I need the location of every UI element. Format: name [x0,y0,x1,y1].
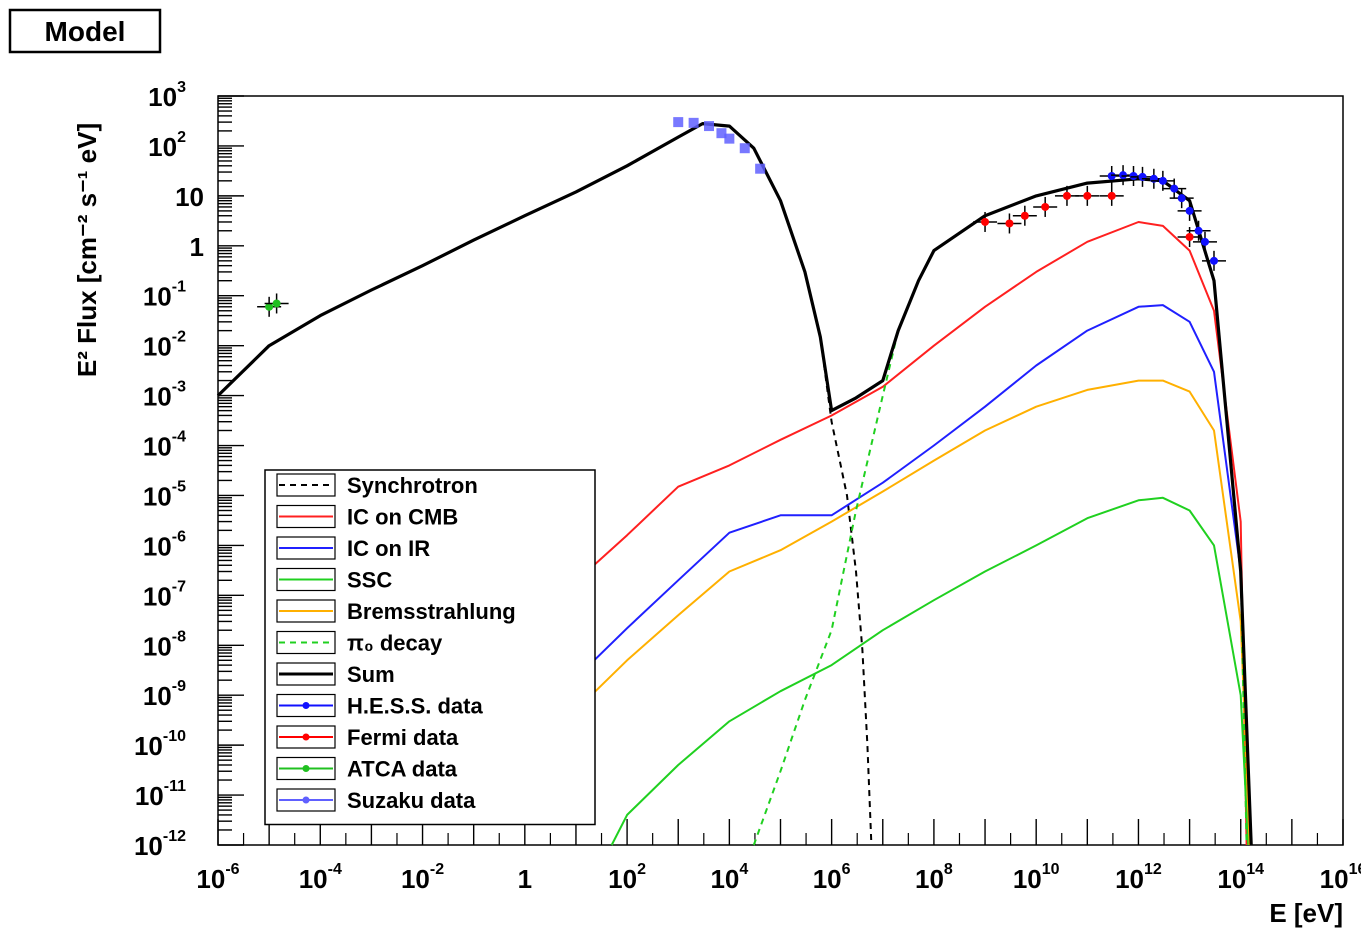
suzaku-data-point [688,117,699,128]
fermi-data-point [1041,202,1050,211]
y-tick-label: 10-3 [143,379,186,412]
legend-swatch-box [276,504,336,529]
legend-label-sum: Sum [347,662,395,687]
legend-marker-atca-data [302,765,310,772]
legend-label-atca-data: ATCA data [347,757,458,782]
y-tick-label: 10-4 [143,429,186,462]
x-tick-label: 102 [608,861,646,894]
fermi-data-point [1185,233,1194,242]
data-markers [257,117,1226,317]
legend: Synchrotron IC on CMB IC on IR SSC Bremsstra… [264,469,596,826]
atca-data-point [272,299,281,308]
legend-label-synchrotron: Synchrotron [347,473,478,498]
suzaku-data-point [704,121,715,132]
h-e-s-s-data-point [1107,171,1116,180]
y-tick-label: 10-7 [143,578,186,611]
series-ic-on-ir [524,304,1251,846]
legend-swatch-box [276,725,336,749]
legend-label-suzaku-data: Suzaku data [347,788,476,813]
x-tick-label: 1 [518,864,532,894]
legend-marker-h-e-s-s-data [302,702,310,709]
series-bremsstrahlung [508,379,1251,846]
h-e-s-s-data-point [1170,184,1179,193]
h-e-s-s-data-point [1200,237,1209,246]
chart-title: Model [45,16,126,47]
series-sum [216,122,1253,846]
y-tick-label: 1 [190,232,204,262]
fermi-data-point [1020,211,1029,220]
legend-label-h-e-s-s-data: H.E.S.S. data [347,694,483,719]
y-tick-labels: 103 102 10 110-1 10-2 10-3 10-4 10-5 10-6 10-7 10-… [134,79,204,861]
series-ic-on-cmb [524,221,1248,846]
suzaku-data-point [673,117,684,128]
legend-label-ic-on-cmb: IC on CMB [347,505,458,530]
suzaku-data-point [724,133,735,144]
series--decay [752,177,1248,846]
h-e-s-s-data-point [1177,194,1186,203]
fermi-data-point [1083,191,1092,200]
y-tick-label: 10-5 [143,478,186,511]
y-axis-title: E² Flux [cm⁻² s⁻¹ eV] [72,123,102,377]
suzaku-data-point [716,128,727,139]
y-tick-label: 10-10 [134,728,186,761]
y-tick-label: 10-11 [135,778,186,811]
suzaku-data-point [739,143,750,154]
y-tick-label: 102 [148,129,186,162]
legend-swatch-box [276,473,336,497]
h-e-s-s-data-point [1209,256,1218,265]
h-e-s-s-data-point [1194,226,1203,235]
legend-swatch-box [276,662,336,686]
y-tick-label: 10-12 [134,828,186,861]
series-ssc [610,496,1250,846]
x-tick-label: 1016 [1320,861,1361,894]
y-tick-label: 10-9 [143,678,186,711]
x-tick-label: 106 [813,861,851,894]
y-tick-label: 10-1 [143,279,186,312]
y-tick-label: 103 [148,79,186,112]
fermi-data-point [1005,219,1014,228]
x-tick-label: 108 [915,861,953,894]
x-tick-labels: 10-6 10-4 10-2 1 102 104 106 108 1010 1012 1014 101… [196,861,1361,894]
x-axis-title: E [eV] [1269,898,1343,928]
atca-data-point [265,302,274,311]
legend-swatch-box [276,788,336,812]
x-tick-label: 10-2 [401,861,444,894]
x-tick-label: 104 [710,861,748,894]
legend-swatch-box [276,630,336,655]
h-e-s-s-data-point [1158,176,1167,185]
legend-swatch-box [276,756,336,781]
legend-swatch-box [276,599,336,623]
suzaku-data-point [755,163,766,174]
h-e-s-s-data-point [1129,171,1138,180]
legend-label-bremsstrahlung: Bremsstrahlung [347,599,516,624]
x-tick-label: 1010 [1013,861,1060,894]
h-e-s-s-data-point [1119,171,1128,180]
series-curves [216,122,1253,846]
x-tick-label: 10-6 [196,861,239,894]
fermi-data-point [981,217,990,226]
legend-swatch-box [276,567,336,592]
x-tick-label: 10-4 [299,861,342,894]
x-tick-label: 1012 [1115,861,1162,894]
y-tick-label: 10 [175,182,204,212]
y-tick-label: 10-6 [143,528,186,561]
h-e-s-s-data-point [1138,172,1147,181]
legend-swatch-box [276,536,336,560]
legend-swatch-box [276,693,336,718]
x-tick-label: 1014 [1217,861,1264,894]
chart-title-box: Model [8,8,162,54]
fermi-data-point [1062,191,1071,200]
y-tick-label: 10-8 [143,628,186,661]
fermi-data-point [1107,191,1116,200]
legend-box [264,469,596,826]
legend-label--decay: π₀ decay [347,631,443,656]
legend-label-ic-on-ir: IC on IR [347,536,430,561]
legend-label-fermi-data: Fermi data [347,725,459,750]
legend-label-ssc: SSC [347,568,392,593]
h-e-s-s-data-point [1185,206,1194,215]
y-tick-label: 10-2 [143,329,186,362]
legend-marker-suzaku-data [302,796,310,804]
legend-marker-fermi-data [302,733,310,741]
